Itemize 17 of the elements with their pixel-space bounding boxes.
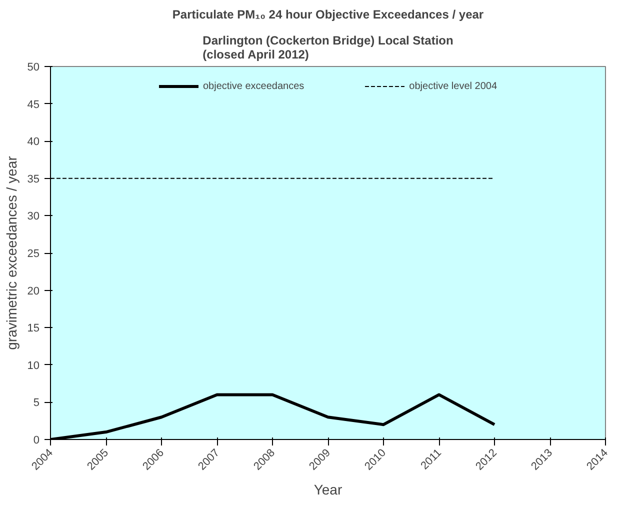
- y-tick-label: 15: [27, 322, 40, 335]
- y-tick-label: 20: [27, 285, 40, 298]
- y-tick-label: 50: [27, 62, 40, 74]
- x-axis-title: Year: [314, 481, 342, 498]
- y-axis-title: gravimetric exceedances / year: [3, 156, 20, 350]
- legend-label: objective exceedances: [202, 80, 304, 92]
- y-tick-label: 25: [27, 248, 40, 260]
- chart-title: Particulate PM₁₀ 24 hour Objective Exceedances / year: [172, 8, 484, 22]
- y-tick-label: 35: [27, 173, 40, 186]
- y-tick-label: 40: [27, 136, 40, 148]
- y-tick-label: 0: [33, 434, 40, 446]
- y-tick-label: 5: [33, 397, 40, 410]
- y-tick-label: 10: [27, 360, 40, 372]
- legend-label: objective level 2004: [409, 80, 498, 92]
- y-tick-label: 30: [27, 210, 40, 223]
- y-tick-label: 45: [27, 98, 40, 111]
- chart-subtitle: Darlington (Cockerton Bridge) Local Station (closed April 2012): [202, 34, 454, 62]
